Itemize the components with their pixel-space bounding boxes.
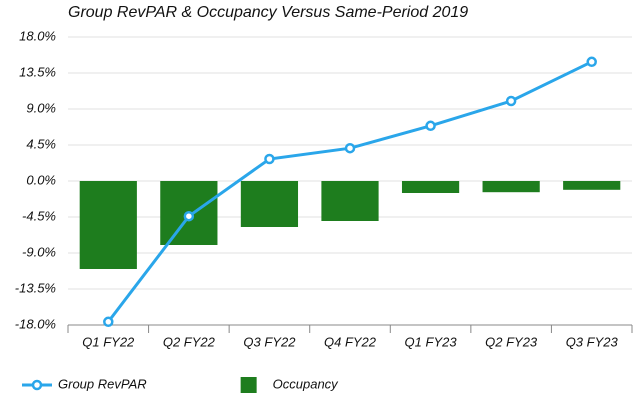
legend-swatch bbox=[240, 377, 257, 393]
bar bbox=[321, 181, 379, 221]
marker bbox=[586, 56, 597, 68]
y-tick-label: 9.0% bbox=[26, 100, 56, 115]
y-tick-label: -4.5% bbox=[22, 208, 56, 223]
x-tick-label: Q3 FY23 bbox=[566, 334, 619, 349]
y-tick-label: -13.5% bbox=[15, 280, 56, 295]
legend-marker bbox=[31, 379, 43, 391]
bar bbox=[240, 181, 299, 227]
x-tick-label: Q4 FY22 bbox=[324, 334, 377, 349]
y-tick-label: 4.5% bbox=[26, 136, 56, 151]
legend-label: Group RevPAR bbox=[58, 376, 147, 391]
y-tick-label: -9.0% bbox=[22, 244, 56, 259]
bar bbox=[482, 181, 540, 193]
y-tick-label: 18.0% bbox=[19, 28, 56, 43]
x-tick-label: Q3 FY22 bbox=[243, 334, 296, 349]
x-tick-label: Q1 FY22 bbox=[82, 334, 135, 349]
chart-title: Group RevPAR & Occupancy Versus Same-Per… bbox=[68, 4, 468, 21]
marker bbox=[425, 120, 436, 132]
marker bbox=[103, 316, 114, 328]
marker bbox=[344, 142, 356, 154]
x-tick-label: Q2 FY23 bbox=[485, 334, 538, 349]
x-tick-label: Q1 FY23 bbox=[405, 334, 458, 349]
x-tick-label: Q2 FY22 bbox=[163, 334, 216, 349]
marker bbox=[264, 153, 275, 165]
bar bbox=[79, 181, 137, 269]
y-tick-label: 13.5% bbox=[19, 64, 56, 79]
bar bbox=[563, 181, 621, 190]
legend-label: Occupancy bbox=[273, 376, 340, 391]
marker bbox=[183, 210, 195, 222]
marker bbox=[505, 95, 517, 107]
y-tick-label: 0.0% bbox=[26, 172, 56, 187]
y-tick-label: -18.0% bbox=[15, 316, 56, 331]
bar bbox=[401, 181, 460, 193]
